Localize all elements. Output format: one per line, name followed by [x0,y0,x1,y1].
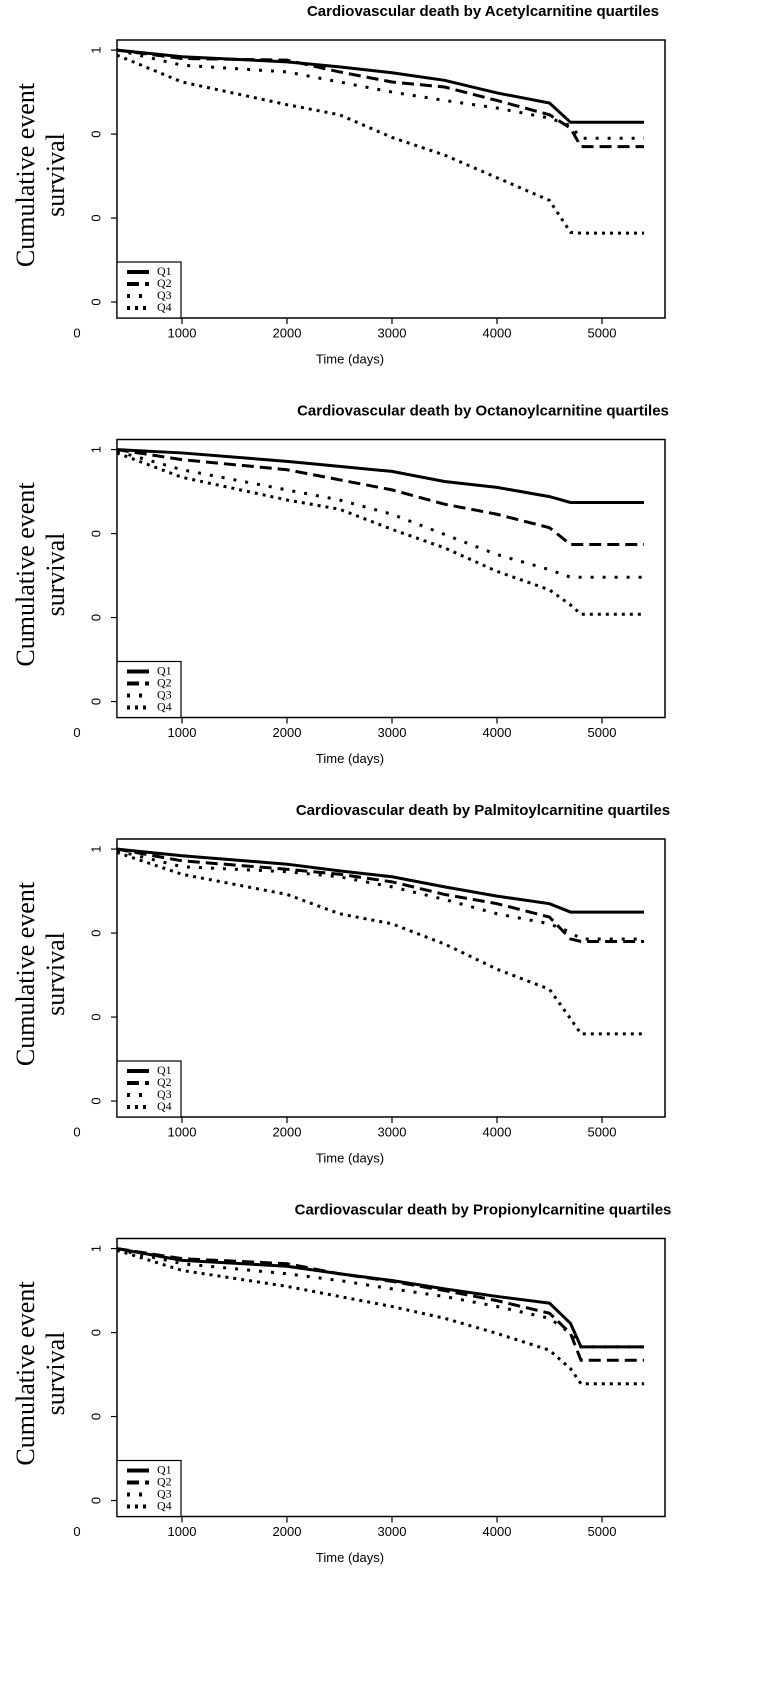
plot-frame [116,39,666,319]
survival-line [116,451,644,616]
x-tick-label: 0 [73,1124,80,1139]
y-axis-label: survival [41,133,70,217]
survival-line [116,53,644,235]
survival-line [116,851,644,1036]
y-axis-label: Cumulative event [11,1281,40,1466]
y-tick-label: 1 [88,46,103,53]
x-tick-label: 3000 [378,1524,407,1539]
x-tick-label: 0 [73,325,80,340]
survival-line [116,847,644,943]
y-tick-label: 0 [88,929,103,936]
y-axis-label: Cumulative event [11,82,40,267]
legend-label: Q4 [157,1099,172,1113]
legend-label: Q2 [157,1075,172,1089]
y-axis-label: survival [41,533,70,617]
survival-line [116,849,644,941]
y-axis-label: Cumulative event [11,881,40,1066]
panel: Cardiovascular death by Palmitoylcarniti… [11,802,670,1165]
x-tick-label: 0 [73,1524,80,1539]
y-tick-label: 0 [88,530,103,537]
legend-label: Q4 [157,1498,172,1512]
x-tick-label: 2000 [273,1524,302,1539]
y-tick-label: 1 [88,845,103,852]
plot-frame [116,438,666,719]
legend-label: Q1 [157,663,172,677]
y-tick-label: 0 [88,1329,103,1336]
x-tick-label: 3000 [378,325,407,340]
x-tick-label: 1000 [168,725,197,740]
legend-label: Q1 [157,1462,172,1476]
survival-line [116,448,644,546]
survival-line [116,1248,644,1386]
x-tick-label: 5000 [588,1124,617,1139]
x-tick-label: 1000 [168,1524,197,1539]
x-tick-label: 5000 [588,1524,617,1539]
y-tick-label: 0 [88,1013,103,1020]
x-tick-label: 4000 [483,725,512,740]
x-axis-label: Time (days) [316,751,384,766]
survival-line [116,48,644,124]
legend-label: Q2 [157,675,172,689]
panel: Cardiovascular death by Acetylcarnitine … [11,3,666,366]
x-tick-label: 4000 [483,1124,512,1139]
survival-line [116,1247,644,1349]
survival-line [116,1247,644,1349]
chart-title: Cardiovascular death by Propionylcarniti… [295,1201,672,1218]
x-tick-label: 4000 [483,1524,512,1539]
x-tick-label: 5000 [588,725,617,740]
x-tick-label: 2000 [273,325,302,340]
y-tick-label: 0 [88,214,103,221]
plot-frame [116,1237,666,1518]
survival-line [116,449,644,579]
y-tick-label: 1 [88,1245,103,1252]
y-tick-label: 0 [88,130,103,137]
chart-title: Cardiovascular death by Octanoylcarnitin… [297,402,669,419]
panel: Cardiovascular death by Propionylcarniti… [11,1201,671,1564]
legend-label: Q3 [157,1087,172,1101]
x-axis-label: Time (days) [316,351,384,366]
legend-label: Q4 [157,699,172,713]
y-axis-label: survival [41,932,70,1016]
x-tick-label: 3000 [378,1124,407,1139]
legend-label: Q2 [157,276,172,290]
x-tick-label: 2000 [273,725,302,740]
survival-line [116,448,644,504]
y-axis-label: survival [41,1332,70,1416]
x-tick-label: 1000 [168,325,197,340]
y-axis-label: Cumulative event [11,482,40,667]
panel: Cardiovascular death by Octanoylcarnitin… [11,402,669,765]
legend-label: Q3 [157,288,172,302]
survival-line [116,48,644,149]
y-tick-label: 0 [88,698,103,705]
plot-frame [116,838,666,1118]
x-tick-label: 4000 [483,325,512,340]
x-tick-label: 0 [73,725,80,740]
survival-line [116,847,644,914]
legend-label: Q1 [157,1063,172,1077]
legend-label: Q1 [157,264,172,278]
legend-label: Q4 [157,300,172,314]
x-tick-label: 1000 [168,1124,197,1139]
x-axis-label: Time (days) [316,1150,384,1165]
y-tick-label: 1 [88,446,103,453]
x-tick-label: 5000 [588,325,617,340]
y-tick-label: 0 [88,1497,103,1504]
x-tick-label: 2000 [273,1124,302,1139]
legend-label: Q3 [157,1486,172,1500]
y-tick-label: 0 [88,1413,103,1420]
chart-title: Cardiovascular death by Acetylcarnitine … [307,3,659,20]
x-axis-label: Time (days) [316,1550,384,1565]
survival-line [116,1247,644,1362]
legend-label: Q3 [157,687,172,701]
legend-label: Q2 [157,1474,172,1488]
chart-title: Cardiovascular death by Palmitoylcarniti… [296,802,670,819]
x-tick-label: 3000 [378,725,407,740]
y-tick-label: 0 [88,1097,103,1104]
y-tick-label: 0 [88,614,103,621]
y-tick-label: 0 [88,298,103,305]
